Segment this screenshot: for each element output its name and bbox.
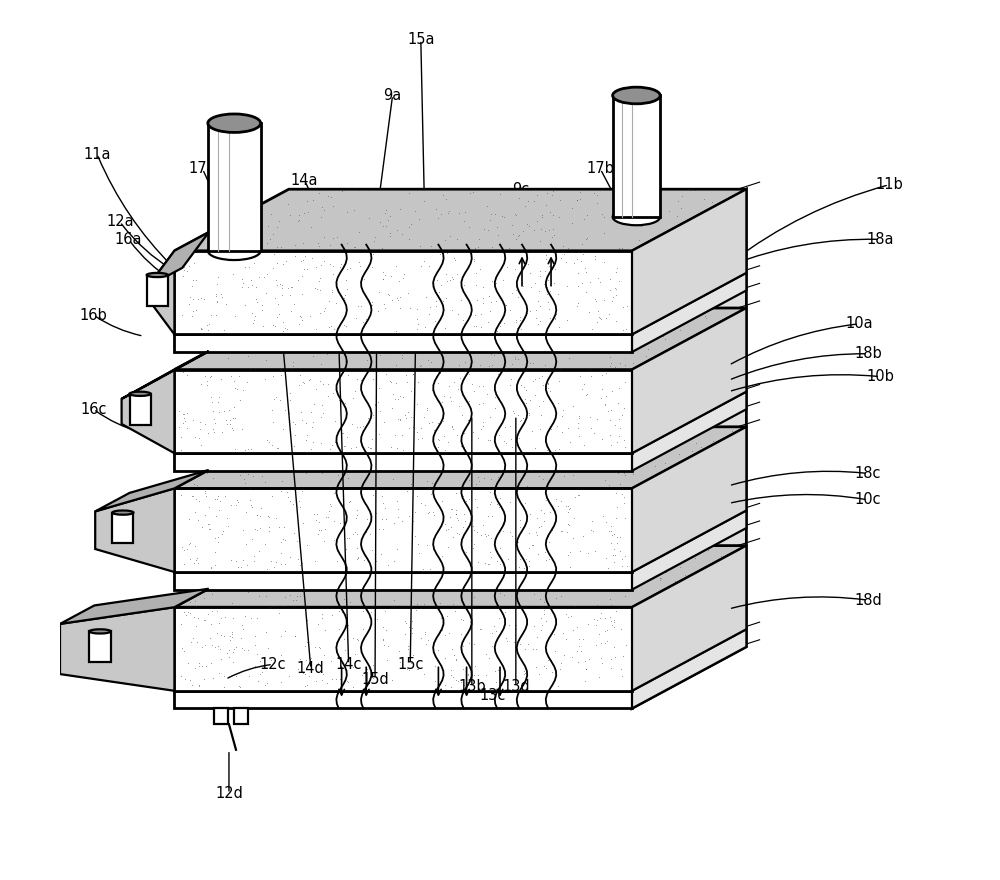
Bar	[613, 95, 660, 216]
Ellipse shape	[208, 241, 261, 260]
Bar	[234, 708, 248, 724]
Text: 18d: 18d	[854, 592, 882, 608]
Polygon shape	[174, 273, 746, 334]
Text: 9b: 9b	[470, 190, 488, 206]
Polygon shape	[632, 510, 746, 590]
Text: 14c: 14c	[335, 656, 362, 672]
Text: 16a: 16a	[115, 231, 142, 247]
Text: 13b: 13b	[458, 678, 486, 694]
Polygon shape	[174, 546, 746, 607]
Ellipse shape	[613, 87, 660, 104]
Polygon shape	[174, 572, 632, 590]
Polygon shape	[148, 251, 174, 334]
Text: 14b: 14b	[308, 196, 336, 212]
Bar	[147, 275, 168, 306]
Polygon shape	[174, 308, 746, 370]
Text: 18a: 18a	[866, 231, 894, 247]
Text: 10a: 10a	[845, 316, 873, 332]
Bar	[112, 512, 133, 543]
Polygon shape	[60, 589, 209, 624]
Text: 9d: 9d	[533, 202, 551, 217]
Text: 15c: 15c	[397, 656, 423, 672]
Polygon shape	[174, 510, 746, 572]
Text: 15a: 15a	[407, 32, 435, 48]
Polygon shape	[95, 488, 174, 572]
Polygon shape	[632, 308, 746, 453]
Polygon shape	[174, 427, 746, 488]
Polygon shape	[632, 546, 746, 691]
Polygon shape	[148, 232, 209, 286]
Polygon shape	[174, 629, 746, 691]
Text: 18b: 18b	[854, 346, 882, 362]
Polygon shape	[174, 691, 632, 708]
Polygon shape	[174, 453, 632, 471]
Text: 15b: 15b	[444, 210, 472, 226]
Text: 11a: 11a	[83, 146, 111, 162]
Text: 17a: 17a	[189, 161, 216, 177]
Text: 12c: 12c	[260, 656, 286, 672]
Polygon shape	[632, 273, 746, 352]
Polygon shape	[174, 334, 632, 352]
Bar	[89, 631, 111, 662]
Text: 13c: 13c	[480, 687, 506, 703]
Text: 11b: 11b	[875, 177, 903, 193]
Polygon shape	[95, 470, 209, 511]
Bar	[208, 123, 261, 251]
Polygon shape	[174, 189, 746, 251]
Ellipse shape	[613, 209, 660, 225]
Ellipse shape	[147, 273, 168, 277]
Polygon shape	[174, 607, 632, 691]
Bar	[214, 708, 228, 724]
Text: 10b: 10b	[866, 369, 894, 385]
Polygon shape	[632, 189, 746, 334]
Text: 14a: 14a	[291, 172, 318, 188]
Polygon shape	[632, 392, 746, 471]
Text: 18c: 18c	[855, 466, 881, 481]
Text: 12a: 12a	[106, 214, 134, 230]
Text: 9a: 9a	[384, 87, 402, 103]
Text: 13d: 13d	[502, 678, 530, 694]
Polygon shape	[174, 251, 632, 334]
Text: 13a: 13a	[620, 161, 647, 177]
Text: 12d: 12d	[215, 786, 243, 802]
Text: 16b: 16b	[80, 307, 107, 323]
Text: 15d: 15d	[361, 671, 389, 687]
Polygon shape	[174, 488, 632, 572]
Text: 12b: 12b	[268, 223, 296, 238]
Text: 16c: 16c	[80, 401, 107, 417]
Polygon shape	[632, 427, 746, 572]
Bar	[130, 393, 151, 424]
Polygon shape	[122, 370, 174, 453]
Ellipse shape	[112, 510, 133, 515]
Polygon shape	[632, 189, 746, 708]
Polygon shape	[122, 351, 209, 399]
Ellipse shape	[208, 114, 261, 132]
Text: 10c: 10c	[855, 492, 881, 508]
Text: 14d: 14d	[297, 661, 325, 677]
Text: 9c: 9c	[512, 181, 530, 197]
Text: 17b: 17b	[586, 161, 614, 177]
Polygon shape	[632, 629, 746, 708]
Polygon shape	[174, 392, 746, 453]
Polygon shape	[174, 370, 632, 453]
Ellipse shape	[130, 392, 151, 396]
Polygon shape	[60, 607, 174, 691]
Ellipse shape	[89, 629, 111, 634]
